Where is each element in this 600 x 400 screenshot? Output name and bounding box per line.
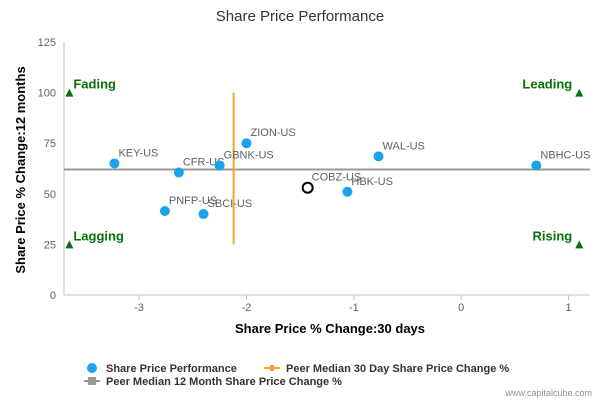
quadrant-label: Lagging <box>73 228 124 243</box>
highlight-point-label: COBZ-US <box>312 172 362 184</box>
data-point-label: ZION-US <box>250 127 295 139</box>
credit-text: www.capitalcube.com <box>504 388 592 398</box>
quadrant-marker-icon <box>65 240 74 249</box>
quadrant-label: Leading <box>522 77 572 92</box>
y-tick-label: 0 <box>50 290 56 302</box>
quadrant-marker-icon <box>65 88 74 97</box>
y-tick-label: 125 <box>38 37 56 49</box>
quadrant-marker-icon <box>575 88 584 97</box>
chart-title: Share Price Performance <box>216 8 384 25</box>
quadrant-fading: Fading <box>65 77 116 97</box>
data-point-label: HBK-US <box>351 176 393 188</box>
legend-label: Peer Median 12 Month Share Price Change … <box>106 376 342 388</box>
y-axis-title: Share Price % Change:12 months <box>13 66 28 273</box>
legend-marker-peer-30-day <box>268 364 276 372</box>
data-point-label: PNFP-US <box>169 195 217 207</box>
y-tick-label: 75 <box>44 138 56 150</box>
x-tick-label: -2 <box>242 302 252 314</box>
data-point-label: CFR-US <box>183 157 225 169</box>
data-point-label: GBNK-US <box>224 149 274 161</box>
data-point-label: SBCI-US <box>208 198 253 210</box>
y-tick-label: 100 <box>38 88 56 100</box>
x-axis-title: Share Price % Change:30 days <box>235 321 425 336</box>
data-point <box>342 186 353 197</box>
data-point <box>173 167 184 178</box>
quadrant-lagging: Lagging <box>65 228 124 249</box>
quadrant-leading: Leading <box>522 77 584 97</box>
plot-area: -3 -2 -1 0 1 0 25 50 75 100 125 Fading Leading Laggin… <box>38 37 591 314</box>
y-tick-label: 50 <box>44 189 56 201</box>
data-point <box>241 138 252 149</box>
legend-label: Peer Median 30 Day Share Price Change % <box>286 363 509 375</box>
quadrant-marker-icon <box>575 240 584 249</box>
highlight-point <box>301 181 314 194</box>
quadrant-label: Rising <box>533 228 573 243</box>
x-tick-label: -3 <box>134 302 144 314</box>
data-point <box>373 151 384 162</box>
data-point <box>198 209 209 220</box>
x-tick-label: 0 <box>458 302 464 314</box>
legend-marker-peer-12-month <box>88 377 96 385</box>
x-tick-label: 1 <box>565 302 571 314</box>
legend-label: Share Price Performance <box>106 363 237 375</box>
quadrant-label: Fading <box>73 77 116 92</box>
data-point <box>531 160 542 171</box>
y-tick-label: 25 <box>44 239 56 251</box>
data-point <box>214 160 225 171</box>
data-point-label: WAL-US <box>383 140 425 152</box>
data-point-label: NBHC-US <box>540 149 590 161</box>
data-point-label: KEY-US <box>118 147 158 159</box>
chart-legend: Share Price Performance Peer Median 30 Da… <box>84 363 509 388</box>
quadrant-rising: Rising <box>533 228 584 249</box>
x-tick-label: -1 <box>349 302 359 314</box>
legend-marker-share-price <box>87 363 97 373</box>
data-point <box>159 206 170 217</box>
data-point <box>109 158 120 169</box>
